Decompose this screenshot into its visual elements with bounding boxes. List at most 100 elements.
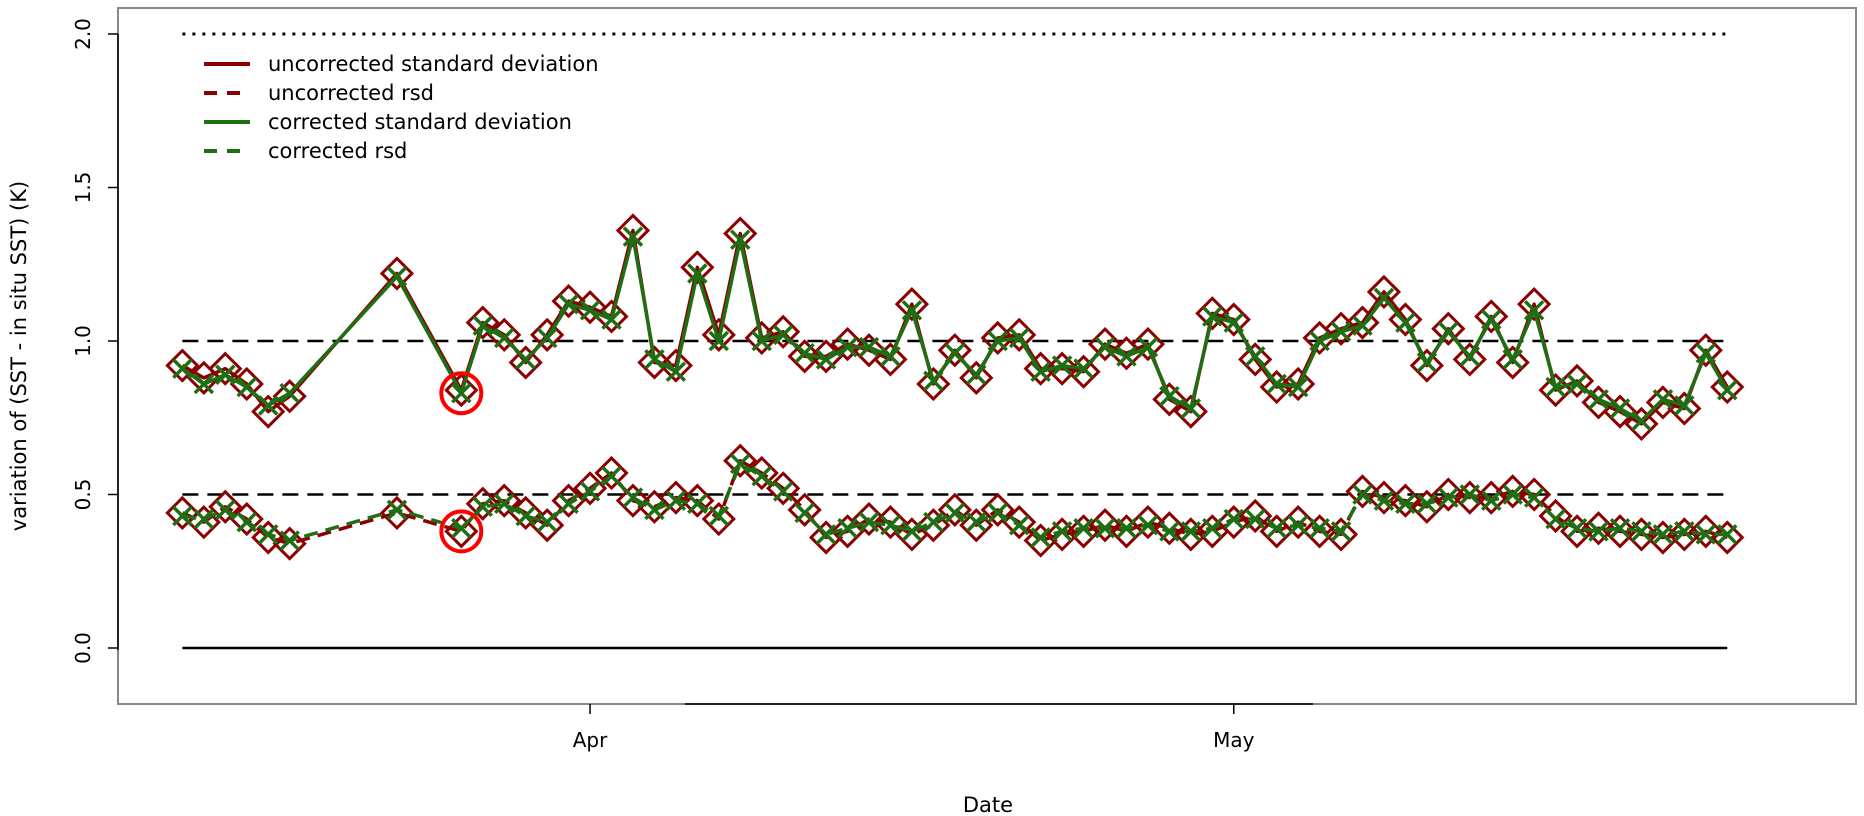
data-point-uncorrected-rsd-66: [1710, 520, 1745, 555]
data-point-corrected-rsd-36: [1073, 518, 1094, 539]
data-point-uncorrected-standard-deviation-55: [1474, 299, 1509, 334]
x-tick-label: Apr: [573, 728, 608, 752]
data-point-uncorrected-standard-deviation-62: [1624, 406, 1659, 442]
data-point-corrected-standard-deviation-8: [472, 315, 494, 336]
data-point-corrected-rsd-56: [1502, 484, 1523, 505]
data-point-corrected-standard-deviation-28: [901, 300, 923, 321]
data-point-uncorrected-standard-deviation-44: [1238, 342, 1273, 377]
data-point-corrected-standard-deviation-35: [1051, 355, 1073, 376]
data-point-corrected-standard-deviation-37: [1094, 336, 1116, 358]
data-point-corrected-standard-deviation-3: [236, 376, 257, 398]
data-point-uncorrected-standard-deviation-48: [1323, 311, 1359, 346]
legend-label: uncorrected standard deviation: [268, 52, 599, 76]
y-axis: 0.0 0.5 1.0 1.5 2.0: [71, 18, 119, 664]
data-point-corrected-standard-deviation-34: [1030, 361, 1051, 382]
data-point-corrected-standard-deviation-55: [1480, 309, 1502, 330]
data-point-corrected-standard-deviation-56: [1502, 349, 1523, 370]
data-point-corrected-standard-deviation-27: [880, 346, 901, 367]
data-point-corrected-rsd-1: [193, 508, 215, 530]
data-point-uncorrected-standard-deviation-5: [272, 379, 307, 414]
highlight-circle-0: [439, 371, 484, 416]
data-point-corrected-standard-deviation-24: [815, 349, 837, 370]
data-point-corrected-rsd-19: [708, 505, 730, 527]
data-point-uncorrected-standard-deviation-4: [251, 394, 286, 429]
data-point-corrected-standard-deviation-20: [730, 229, 751, 250]
data-point-corrected-standard-deviation-30: [944, 343, 966, 364]
data-point-corrected-standard-deviation-12: [558, 293, 579, 315]
data-point-corrected-standard-deviation-54: [1459, 346, 1481, 367]
data-point-corrected-standard-deviation-41: [1180, 398, 1202, 419]
data-point-uncorrected-standard-deviation-0: [165, 348, 200, 383]
data-point-corrected-standard-deviation-38: [1116, 346, 1137, 367]
data-point-uncorrected-standard-deviation-51: [1388, 302, 1423, 337]
series-uncorrected-rsd: [165, 443, 1745, 561]
data-point-uncorrected-standard-deviation-21: [744, 320, 779, 356]
data-point-corrected-standard-deviation-10: [515, 349, 536, 370]
data-point-corrected-rsd-3: [236, 511, 257, 533]
data-point-uncorrected-standard-deviation-14: [594, 299, 629, 334]
data-point-corrected-standard-deviation-53: [1438, 321, 1459, 343]
data-point-corrected-rsd-17: [665, 490, 687, 511]
data-point-corrected-rsd-4: [257, 524, 279, 545]
data-point-corrected-rsd-22: [772, 481, 794, 502]
data-point-corrected-rsd-64: [1674, 521, 1695, 542]
data-point-uncorrected-rsd-9: [487, 483, 522, 518]
legend-item-corrected-rsd: corrected rsd: [204, 139, 407, 163]
data-point-corrected-rsd-37: [1094, 518, 1116, 539]
data-point-uncorrected-rsd-49: [1345, 474, 1380, 509]
data-point-corrected-standard-deviation-5: [279, 382, 300, 404]
data-point-corrected-rsd-30: [944, 502, 966, 524]
data-point-corrected-standard-deviation-47: [1309, 330, 1330, 352]
data-point-uncorrected-rsd-50: [1366, 480, 1402, 515]
data-point-corrected-rsd-7: [451, 518, 472, 539]
data-point-corrected-rsd-26: [858, 511, 880, 533]
data-point-uncorrected-rsd-65: [1688, 514, 1723, 549]
data-point-corrected-standard-deviation-57: [1523, 300, 1545, 321]
data-point-uncorrected-standard-deviation-7: [444, 372, 479, 408]
data-point-uncorrected-standard-deviation-27: [873, 342, 908, 377]
data-point-corrected-standard-deviation-44: [1244, 346, 1266, 367]
data-point-corrected-rsd-63: [1652, 524, 1674, 545]
data-point-corrected-rsd-0: [172, 505, 193, 527]
data-point-corrected-standard-deviation-49: [1352, 315, 1373, 336]
data-point-corrected-standard-deviation-14: [601, 309, 622, 330]
data-point-corrected-rsd-11: [536, 511, 558, 533]
y-axis-title: variation of (SST - in situ SST) (K): [7, 181, 31, 531]
data-point-uncorrected-rsd-4: [251, 520, 286, 555]
data-point-uncorrected-rsd-53: [1431, 477, 1466, 512]
data-point-corrected-rsd-28: [901, 521, 923, 542]
data-point-uncorrected-standard-deviation-24: [808, 339, 844, 374]
y-tick-label: 1.0: [71, 325, 95, 357]
data-point-corrected-standard-deviation-63: [1652, 389, 1674, 410]
data-point-uncorrected-standard-deviation-2: [208, 351, 243, 386]
data-point-corrected-rsd-35: [1051, 521, 1073, 542]
data-point-corrected-standard-deviation-6: [386, 266, 408, 287]
data-point-corrected-standard-deviation-11: [536, 327, 558, 349]
data-point-uncorrected-rsd-47: [1302, 514, 1337, 549]
data-point-uncorrected-rsd-3: [229, 501, 264, 537]
data-point-corrected-rsd-54: [1459, 484, 1481, 505]
data-point-corrected-standard-deviation-66: [1717, 379, 1738, 401]
data-point-corrected-rsd-58: [1545, 508, 1566, 530]
data-point-corrected-rsd-62: [1631, 521, 1652, 542]
data-point-uncorrected-rsd-46: [1281, 505, 1316, 540]
y-tick-label: 2.0: [71, 18, 95, 50]
series-line-corrected-standard-deviation: [181, 234, 1729, 423]
data-point-uncorrected-rsd-55: [1474, 480, 1509, 515]
data-point-uncorrected-standard-deviation-49: [1345, 305, 1380, 340]
data-point-uncorrected-standard-deviation-37: [1087, 326, 1123, 362]
data-point-uncorrected-standard-deviation-30: [937, 333, 972, 368]
data-point-uncorrected-standard-deviation-52: [1409, 348, 1444, 383]
data-point-corrected-rsd-39: [1137, 514, 1159, 536]
legend-item-corrected-standard-deviation: corrected standard deviation: [204, 110, 572, 134]
data-point-corrected-standard-deviation-1: [193, 373, 215, 395]
data-point-uncorrected-standard-deviation-42: [1195, 296, 1230, 331]
data-point-corrected-rsd-33: [1008, 514, 1030, 536]
data-point-corrected-standard-deviation-40: [1159, 386, 1180, 407]
data-point-uncorrected-standard-deviation-61: [1602, 394, 1638, 429]
data-point-corrected-standard-deviation-4: [257, 395, 279, 416]
data-point-uncorrected-rsd-37: [1087, 508, 1123, 543]
data-point-corrected-rsd-34: [1030, 527, 1051, 548]
data-point-uncorrected-standard-deviation-28: [894, 287, 930, 322]
